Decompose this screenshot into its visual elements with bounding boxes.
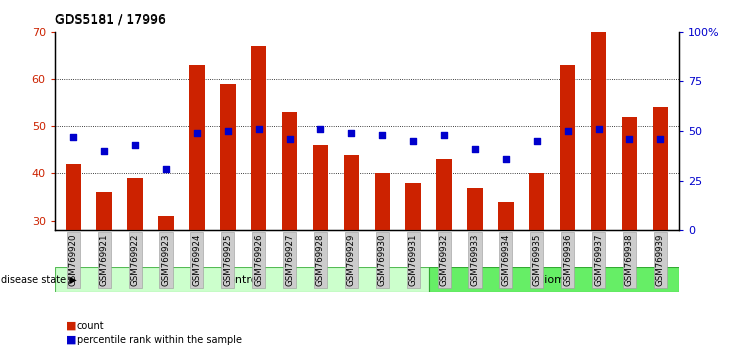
Bar bbox=[344, 155, 359, 230]
Bar bbox=[220, 84, 236, 230]
Bar bbox=[374, 173, 390, 230]
Text: GSM769927: GSM769927 bbox=[285, 234, 294, 286]
Text: GSM769930: GSM769930 bbox=[377, 234, 387, 286]
Text: GSM769931: GSM769931 bbox=[409, 234, 418, 286]
Point bbox=[500, 156, 512, 161]
Text: control: control bbox=[223, 275, 261, 285]
Point bbox=[160, 166, 172, 171]
Text: GSM769939: GSM769939 bbox=[656, 234, 665, 286]
Text: GSM769929: GSM769929 bbox=[347, 234, 356, 286]
Text: GSM769920: GSM769920 bbox=[69, 234, 78, 286]
Text: GDS5181 / 17996: GDS5181 / 17996 bbox=[55, 12, 166, 25]
Point bbox=[531, 138, 542, 144]
Point bbox=[222, 128, 234, 134]
Text: GDS5181 / 17996: GDS5181 / 17996 bbox=[55, 13, 166, 27]
Point bbox=[438, 132, 450, 138]
Point bbox=[562, 128, 574, 134]
Text: GSM769933: GSM769933 bbox=[470, 234, 480, 286]
Text: GSM769934: GSM769934 bbox=[502, 234, 510, 286]
Bar bbox=[127, 178, 143, 230]
Text: GSM769922: GSM769922 bbox=[131, 234, 139, 286]
Bar bbox=[529, 173, 545, 230]
Text: GSM769935: GSM769935 bbox=[532, 234, 541, 286]
Text: ■: ■ bbox=[66, 321, 76, 331]
Text: GSM769932: GSM769932 bbox=[439, 234, 448, 286]
Point bbox=[99, 148, 110, 154]
Bar bbox=[560, 65, 575, 230]
Bar bbox=[55, 267, 429, 292]
Point bbox=[284, 136, 296, 142]
Point bbox=[129, 142, 141, 148]
Text: GSM769924: GSM769924 bbox=[193, 234, 201, 286]
Text: GSM769928: GSM769928 bbox=[316, 234, 325, 286]
Point bbox=[407, 138, 419, 144]
Point bbox=[469, 146, 481, 152]
Bar bbox=[622, 117, 637, 230]
Point bbox=[623, 136, 635, 142]
Text: GSM769921: GSM769921 bbox=[100, 234, 109, 286]
Bar bbox=[66, 164, 81, 230]
Text: GSM769937: GSM769937 bbox=[594, 234, 603, 286]
Bar bbox=[653, 107, 668, 230]
Point bbox=[253, 126, 264, 132]
Text: GSM769923: GSM769923 bbox=[161, 234, 171, 286]
Bar bbox=[189, 65, 204, 230]
Bar bbox=[591, 32, 607, 230]
Point bbox=[655, 136, 666, 142]
Text: GSM769936: GSM769936 bbox=[563, 234, 572, 286]
Text: disease state ▶: disease state ▶ bbox=[1, 275, 77, 285]
Bar bbox=[312, 145, 328, 230]
Bar bbox=[498, 202, 514, 230]
Bar bbox=[158, 216, 174, 230]
Bar bbox=[282, 112, 297, 230]
Text: GSM769926: GSM769926 bbox=[254, 234, 264, 286]
Point bbox=[67, 134, 79, 140]
Point bbox=[315, 126, 326, 132]
Point bbox=[593, 126, 604, 132]
Point bbox=[345, 130, 357, 136]
Bar bbox=[429, 267, 679, 292]
Text: GSM769925: GSM769925 bbox=[223, 234, 232, 286]
Text: glioma: glioma bbox=[535, 275, 573, 285]
Bar bbox=[467, 188, 483, 230]
Text: count: count bbox=[77, 321, 104, 331]
Point bbox=[191, 130, 203, 136]
Text: ■: ■ bbox=[66, 335, 76, 345]
Bar bbox=[251, 46, 266, 230]
Point bbox=[377, 132, 388, 138]
Bar bbox=[405, 183, 421, 230]
Text: percentile rank within the sample: percentile rank within the sample bbox=[77, 335, 242, 345]
Bar bbox=[437, 159, 452, 230]
Bar bbox=[96, 192, 112, 230]
Text: GSM769938: GSM769938 bbox=[625, 234, 634, 286]
